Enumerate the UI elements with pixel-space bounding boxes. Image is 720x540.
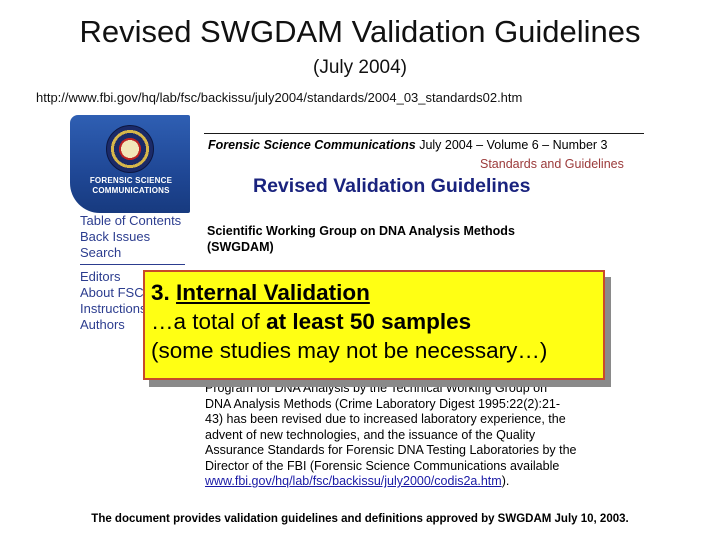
page-heading: Revised Validation Guidelines: [253, 175, 531, 197]
link-suffix: ).: [501, 474, 510, 488]
body-link-line: www.fbi.gov/hq/lab/fsc/backissu/july2000…: [205, 474, 645, 490]
callout-line2-prefix: …a total of: [151, 309, 267, 334]
nav-divider: [80, 264, 185, 265]
nav-item-back-issues[interactable]: Back Issues: [80, 229, 151, 244]
nav-item-table-of-contents[interactable]: Table of Contents: [80, 213, 182, 228]
body-line: 43) has been revised due to increased la…: [205, 412, 566, 426]
issue-info: July 2004 – Volume 6 – Number 3: [419, 138, 608, 152]
body-paragraph: Program for DNA Analysis by the Technica…: [205, 381, 645, 490]
nav-item-editors[interactable]: Editors: [80, 269, 121, 284]
callout-line-note: (some studies may not be necessary…): [151, 338, 548, 363]
fbi-seal-icon: [106, 125, 154, 173]
callout-heading-text: Internal Validation: [176, 280, 370, 305]
callout-heading: 3. Internal Validation: [151, 278, 603, 307]
callout-line2-bold: at least 50 samples: [266, 309, 472, 334]
body-line: advent of new technologies, and the issu…: [205, 427, 536, 442]
nav-item-instructions[interactable]: Instructions: [80, 301, 147, 316]
nav-item-search[interactable]: Search: [80, 245, 122, 260]
body-line: Assurance Standards for Forensic DNA Tes…: [205, 443, 577, 457]
codis-link[interactable]: www.fbi.gov/hq/lab/fsc/backissu/july2000…: [205, 474, 502, 488]
header-divider: [204, 133, 644, 134]
sidebar-nav: Table of Contents Back Issues Search Edi…: [80, 213, 195, 333]
highlight-callout: 3. Internal Validation …a total of at le…: [143, 270, 605, 380]
body-line: Program for DNA Analysis by the Technica…: [205, 381, 548, 395]
callout-number: 3.: [151, 280, 170, 305]
section-label: Standards and Guidelines: [480, 157, 624, 171]
org-name-block: Scientific Working Group on DNA Analysis…: [207, 223, 515, 255]
slide-title: Revised SWGDAM Validation Guidelines: [79, 14, 641, 49]
journal-header: Forensic Science Communications July 200…: [208, 138, 608, 152]
source-url[interactable]: http://www.fbi.gov/hq/lab/fsc/backissu/j…: [36, 90, 523, 105]
org-abbr: (SWGDAM): [207, 240, 274, 254]
body-line: Director of the FBI (Forensic Science Co…: [205, 458, 560, 473]
slide-subtitle: (July 2004): [313, 57, 407, 78]
nav-item-about-fsc[interactable]: About FSC: [80, 285, 144, 300]
fsc-logo-banner[interactable]: FORENSIC SCIENCE COMMUNICATIONS: [70, 115, 190, 213]
org-name: Scientific Working Group on DNA Analysis…: [207, 224, 515, 238]
footer-note: The document provides validation guideli…: [91, 513, 629, 525]
journal-name: Forensic Science Communications: [208, 138, 416, 152]
nav-item-authors[interactable]: Authors: [80, 317, 125, 332]
callout-line-samples: …a total of at least 50 samples: [151, 307, 603, 336]
body-line: DNA Analysis Methods (Crime Laboratory D…: [205, 396, 561, 411]
logo-text: FORENSIC SCIENCE COMMUNICATIONS: [89, 176, 173, 195]
